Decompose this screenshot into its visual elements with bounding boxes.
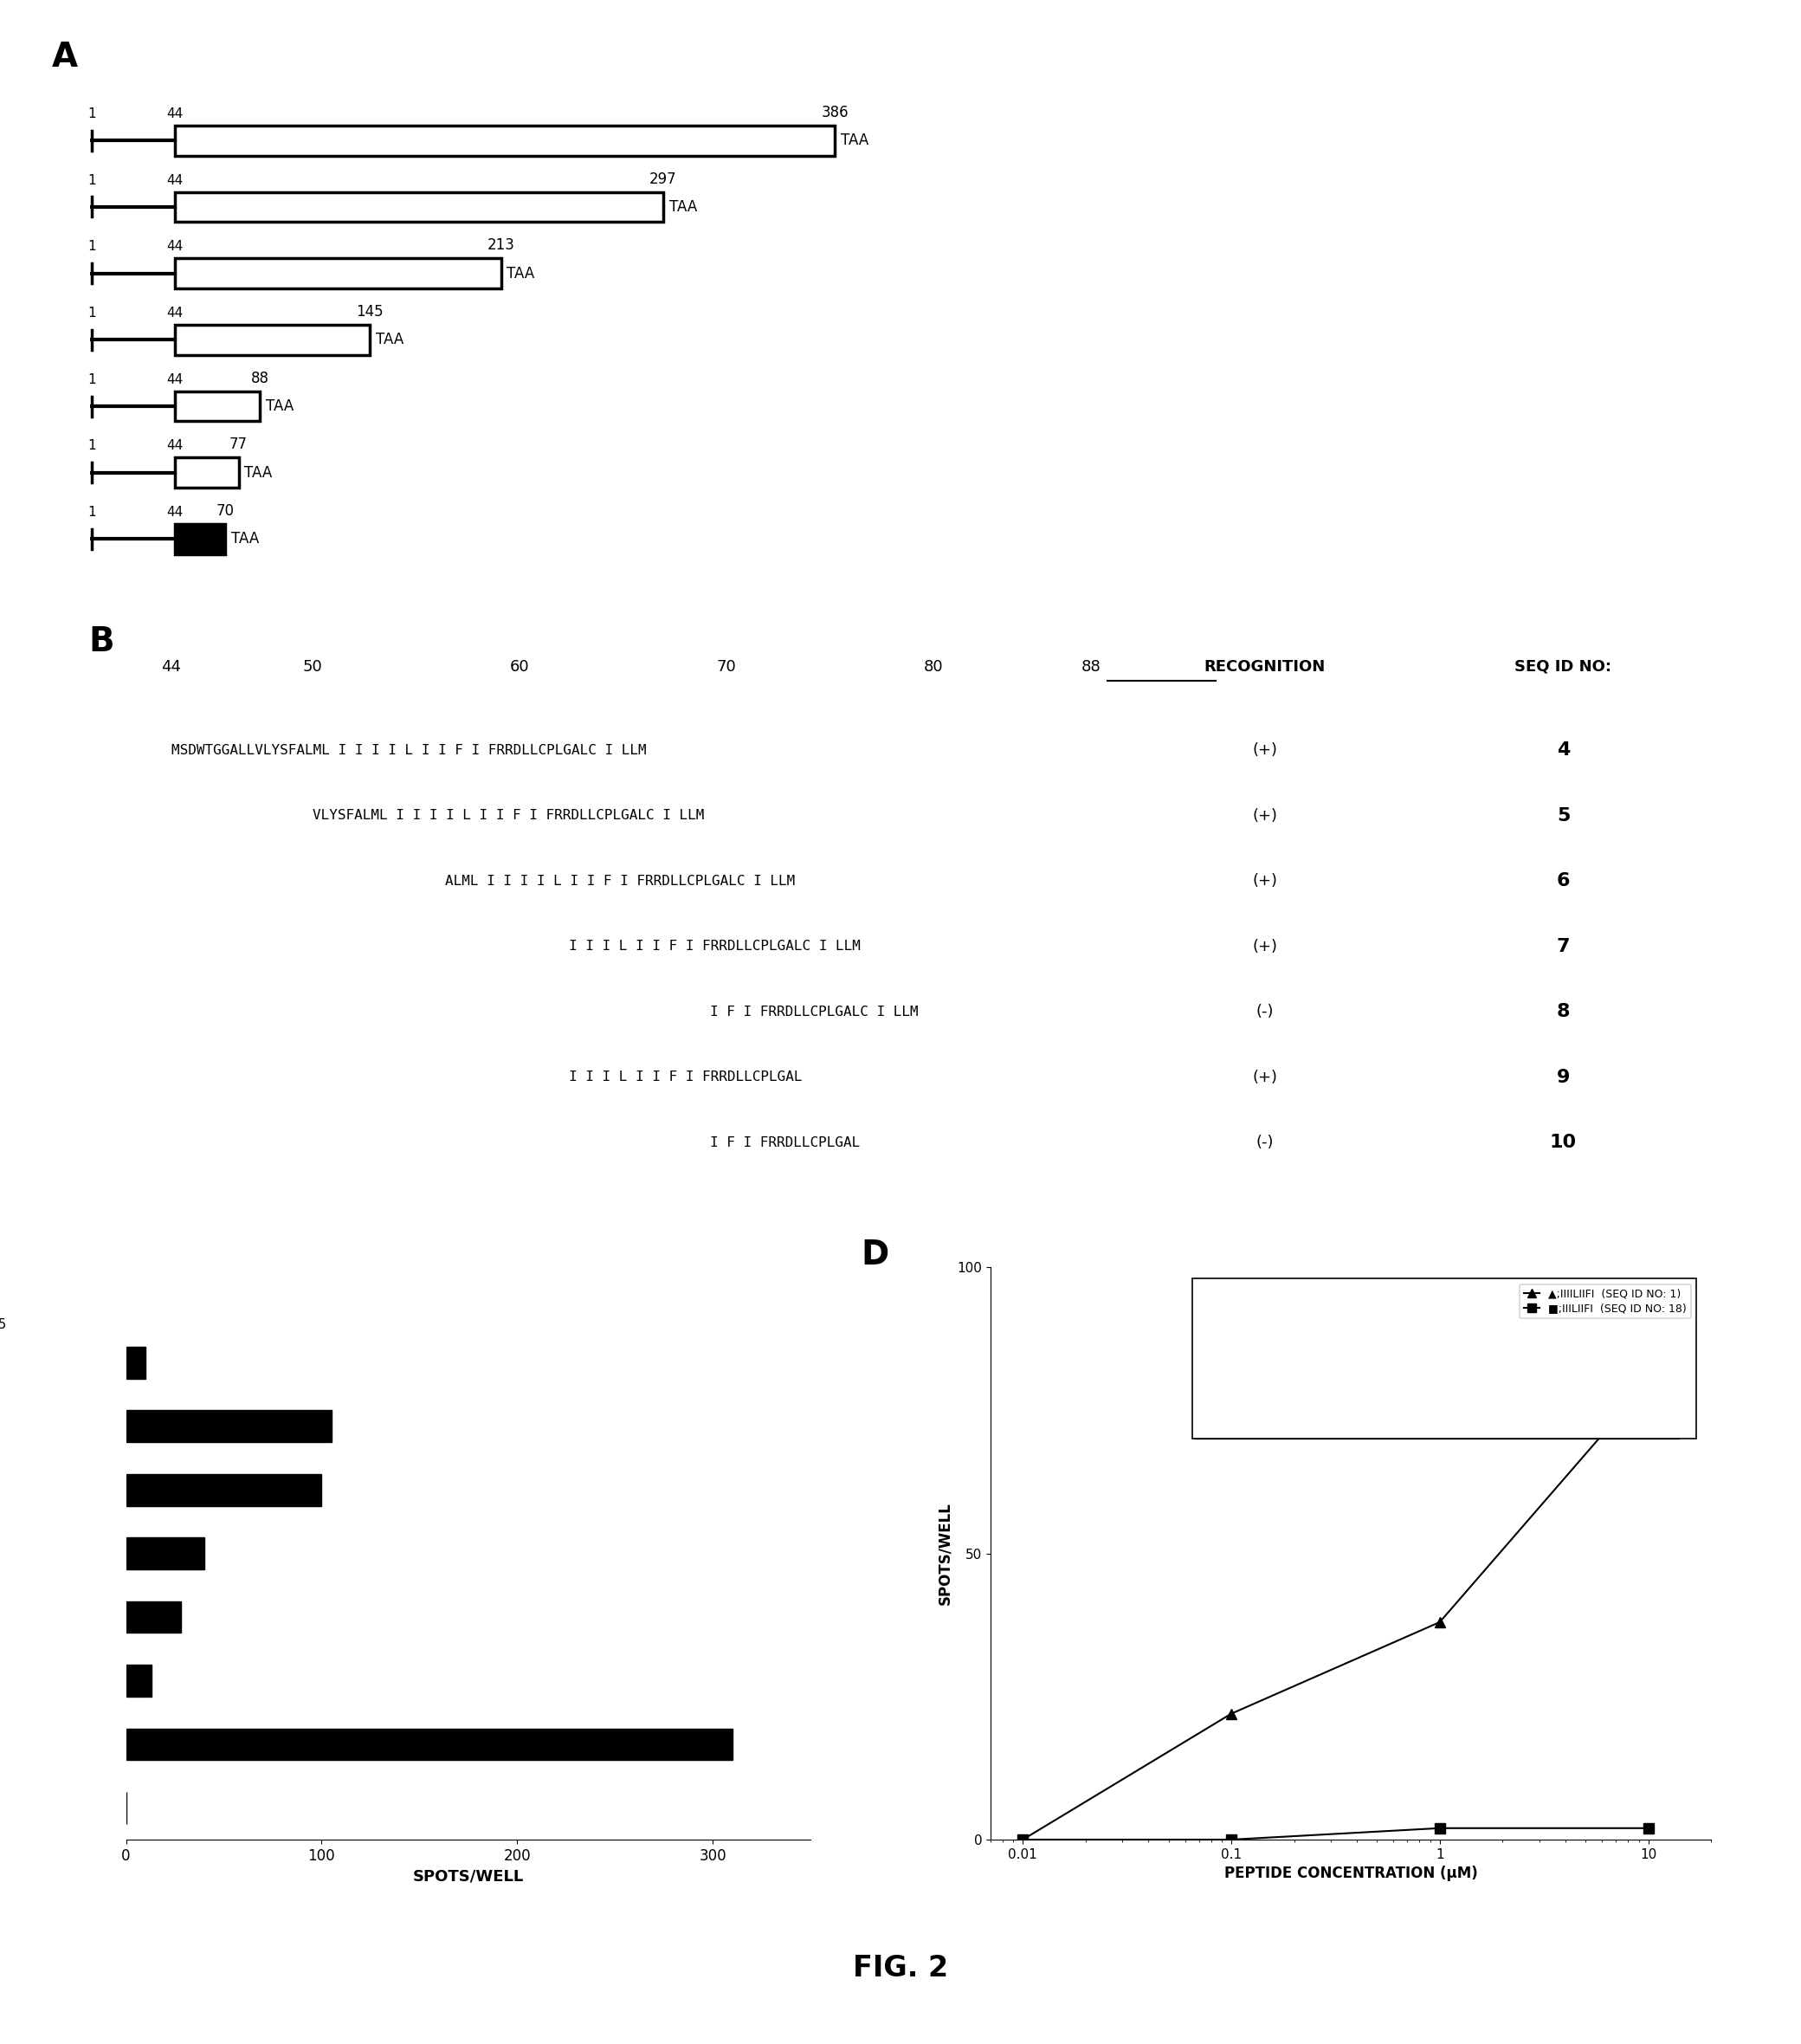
Text: A: A (52, 41, 77, 74)
Text: 6: 6 (1556, 873, 1570, 889)
Text: B: B (88, 625, 113, 658)
Bar (126, 1729, 733, 1760)
Text: 80: 80 (924, 658, 944, 675)
Text: RECOGNITION: RECOGNITION (1205, 658, 1326, 675)
Bar (126, 1410, 331, 1443)
Text: 1: 1 (88, 372, 95, 386)
Text: 1: 1 (88, 505, 95, 519)
Text: 75: 75 (0, 1318, 7, 1331)
FancyBboxPatch shape (175, 258, 501, 288)
Text: (-): (-) (1255, 1134, 1273, 1151)
Text: (+): (+) (1252, 742, 1277, 758)
FancyBboxPatch shape (175, 458, 238, 489)
Bar (126, 1664, 151, 1697)
Text: I F I FRRDLLCPLGAL: I F I FRRDLLCPLGAL (710, 1136, 859, 1149)
Text: 77: 77 (229, 437, 249, 452)
Text: 1: 1 (88, 239, 95, 253)
Bar (126, 1347, 146, 1378)
Text: SEQ ID NO:: SEQ ID NO: (1515, 658, 1612, 675)
Text: TAA: TAA (267, 399, 294, 415)
Text: 44: 44 (167, 106, 184, 121)
Text: 4: 4 (1556, 742, 1570, 758)
Text: (+): (+) (1252, 938, 1277, 955)
Text: 44: 44 (167, 239, 184, 253)
Text: 5: 5 (1556, 807, 1570, 824)
Text: 1: 1 (88, 106, 95, 121)
Text: 8: 8 (1556, 1004, 1570, 1020)
Text: 60: 60 (510, 658, 529, 675)
Text: 145: 145 (357, 305, 384, 319)
Text: 44: 44 (167, 505, 184, 519)
Text: (+): (+) (1252, 807, 1277, 824)
Y-axis label: SPOTS/WELL: SPOTS/WELL (937, 1502, 953, 1605)
Text: VLYSFALML I I I I L I I F I FRRDLLCPLGALC I LLM: VLYSFALML I I I I L I I F I FRRDLLCPLGAL… (312, 809, 704, 822)
Text: 44: 44 (162, 658, 182, 675)
X-axis label: PEPTIDE CONCENTRATION (μM): PEPTIDE CONCENTRATION (μM) (1225, 1866, 1477, 1880)
Text: I I I L I I F I FRRDLLCPLGAL: I I I L I I F I FRRDLLCPLGAL (569, 1071, 803, 1083)
Text: TAA: TAA (668, 198, 697, 215)
Bar (1192, 1280, 1697, 1439)
Text: 7: 7 (1556, 938, 1570, 955)
Bar (126, 1474, 322, 1506)
Text: 9: 9 (1556, 1069, 1570, 1085)
Text: TAA: TAA (231, 531, 259, 548)
Text: (+): (+) (1252, 1069, 1277, 1085)
Text: 1: 1 (88, 307, 95, 319)
FancyBboxPatch shape (175, 125, 836, 155)
Text: 1: 1 (88, 439, 95, 452)
X-axis label: SPOTS/WELL: SPOTS/WELL (412, 1868, 524, 1885)
Text: 88: 88 (1081, 658, 1100, 675)
Text: 386: 386 (821, 104, 848, 121)
Text: 70: 70 (216, 503, 234, 519)
Bar (126, 1537, 204, 1570)
Text: 50: 50 (303, 658, 322, 675)
Text: 1: 1 (88, 174, 95, 186)
Text: 88: 88 (250, 370, 268, 386)
Text: TAA: TAA (376, 331, 403, 347)
Text: I F I FRRDLLCPLGALC I LLM: I F I FRRDLLCPLGALC I LLM (710, 1006, 919, 1018)
Text: 213: 213 (488, 237, 515, 253)
Text: 297: 297 (650, 172, 677, 186)
Text: 10: 10 (1551, 1134, 1576, 1151)
Text: 70: 70 (717, 658, 737, 675)
Text: ALML I I I I L I I F I FRRDLLCPLGALC I LLM: ALML I I I I L I I F I FRRDLLCPLGALC I L… (445, 875, 794, 887)
Text: FIG. 2: FIG. 2 (854, 1954, 947, 1983)
Text: TAA: TAA (245, 464, 272, 480)
Legend: ▲;IIIILIIFI  (SEQ ID NO: 1), ■;IIILIIFI  (SEQ ID NO: 18): ▲;IIIILIIFI (SEQ ID NO: 1), ■;IIILIIFI (… (1520, 1284, 1691, 1318)
FancyBboxPatch shape (175, 523, 225, 554)
Bar (126, 1600, 180, 1633)
FancyBboxPatch shape (175, 390, 259, 421)
Text: TAA: TAA (841, 133, 868, 149)
Text: 44: 44 (167, 174, 184, 186)
Text: (+): (+) (1252, 873, 1277, 889)
FancyBboxPatch shape (175, 325, 369, 356)
Text: 44: 44 (167, 372, 184, 386)
Text: I I I L I I F I FRRDLLCPLGALC I LLM: I I I L I I F I FRRDLLCPLGALC I LLM (569, 940, 861, 953)
Text: (-): (-) (1255, 1004, 1273, 1020)
Text: MSDWTGGALLVLYSFALML I I I I L I I F I FRRDLLCPLGALC I LLM: MSDWTGGALLVLYSFALML I I I I L I I F I FR… (171, 744, 647, 756)
Text: 44: 44 (167, 439, 184, 452)
Text: 44: 44 (167, 307, 184, 319)
FancyBboxPatch shape (175, 192, 663, 223)
Text: TAA: TAA (506, 266, 535, 282)
Text: D: D (861, 1239, 890, 1271)
